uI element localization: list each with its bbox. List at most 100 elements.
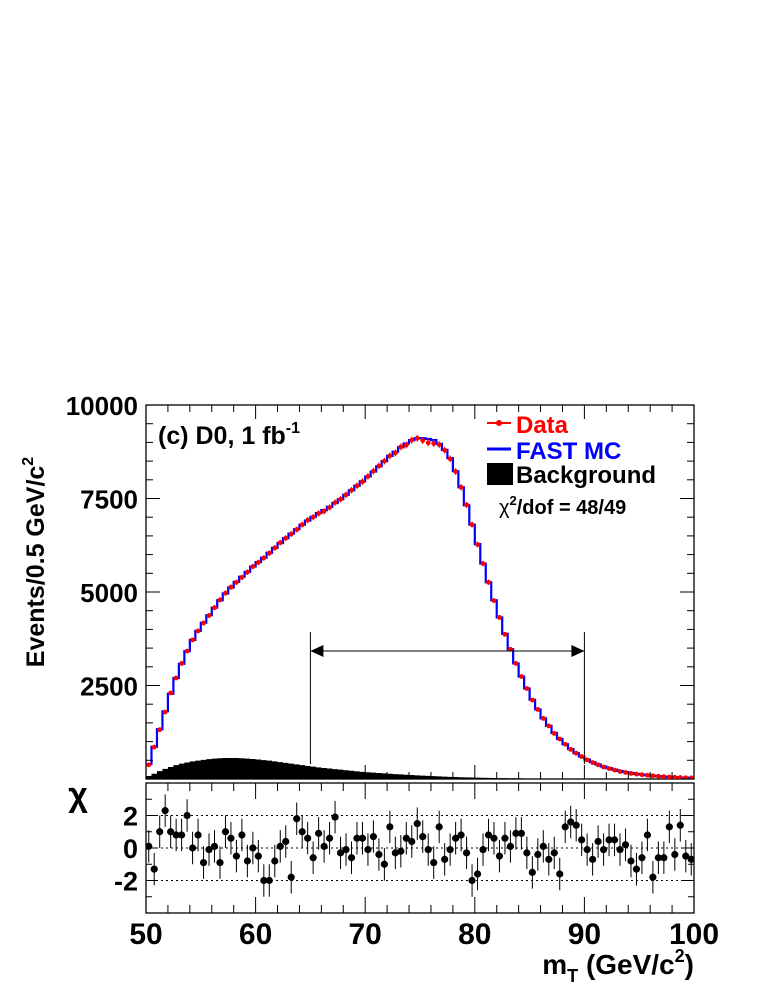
data-point <box>590 760 596 765</box>
data-point <box>338 496 343 502</box>
data-point <box>381 458 387 464</box>
residual-point <box>380 860 388 868</box>
main-y-axis: 2500 5000 7500 10000 <box>66 391 695 780</box>
residual-point <box>386 823 394 831</box>
data-point <box>371 468 376 474</box>
data-point <box>562 741 568 747</box>
residual-point <box>627 857 635 865</box>
data-point <box>398 444 404 450</box>
fit-chi-text: /dof = 48/49 <box>517 497 627 519</box>
residual-y-axis: 20-2 <box>114 782 694 914</box>
background-layer <box>146 758 694 779</box>
residual-point <box>610 836 619 844</box>
data-point <box>518 674 524 679</box>
residual-point <box>462 849 471 857</box>
data-point <box>321 508 327 514</box>
data-point <box>288 531 294 537</box>
data-point <box>442 447 448 453</box>
data-point <box>524 686 530 691</box>
residual-point <box>232 852 241 860</box>
data-point <box>436 442 442 448</box>
data-point <box>453 469 459 474</box>
data-point <box>579 754 585 759</box>
x-tick-label: 100 <box>669 918 719 951</box>
residual-point <box>490 834 498 842</box>
data-point <box>546 723 552 729</box>
residual-plot-panel: 20-2 50 60 70 80 90 100 χ mT (GeV/c2) <box>68 776 719 986</box>
residual-point <box>682 852 690 860</box>
residual-point <box>654 854 662 862</box>
data-point <box>332 500 338 506</box>
data-point <box>376 463 382 469</box>
background-histogram <box>146 758 694 779</box>
residual-point <box>353 834 361 842</box>
data-point <box>513 661 519 666</box>
data-point <box>299 522 305 528</box>
residual-point <box>391 849 399 857</box>
residual-point <box>435 823 443 831</box>
residual-point <box>599 846 608 854</box>
main-y-axis-title: Events/0.5 GeV/c2 <box>20 457 50 668</box>
residual-point <box>397 847 405 855</box>
residual-point <box>188 844 197 852</box>
legend-item-fast-mc: FAST MC <box>487 438 621 465</box>
residual-y-axis-title: χ <box>68 776 88 814</box>
data-point <box>431 441 437 446</box>
x-axis-title: mT (GeV/c2) <box>542 946 694 986</box>
data-point <box>628 770 634 776</box>
legend-item-background: Background <box>487 462 656 489</box>
residual-point <box>430 859 438 867</box>
residual-point <box>347 854 356 862</box>
data-point <box>601 764 606 770</box>
legend-item-data: Data <box>487 412 569 439</box>
main-y-tick-label: 7500 <box>80 485 138 515</box>
residual-point <box>172 831 180 839</box>
residual-point <box>424 846 432 854</box>
residual-x-axis: 50 60 70 80 90 100 <box>129 783 719 951</box>
x-tick-label: 50 <box>129 918 162 951</box>
residual-point <box>315 829 323 837</box>
data-point <box>584 757 590 763</box>
data-point <box>595 762 601 768</box>
data-point <box>343 492 349 498</box>
data-point <box>184 648 190 654</box>
fit-quality-label: χ2/dof = 48/49 <box>499 493 626 519</box>
data-point <box>683 775 689 779</box>
residual-point <box>221 828 230 836</box>
legend-mc-label: FAST MC <box>516 438 621 465</box>
x-tick-label: 90 <box>568 918 601 951</box>
residual-point <box>369 833 378 841</box>
residual-point <box>199 859 208 867</box>
data-point <box>568 747 574 752</box>
data-point <box>447 456 453 462</box>
residual-point <box>205 846 213 854</box>
residual-point <box>178 831 186 839</box>
residual-point <box>556 870 564 878</box>
residual-point <box>293 815 301 823</box>
legend-data-label: Data <box>516 412 569 439</box>
data-point <box>173 675 179 681</box>
residual-point <box>364 846 372 854</box>
residual-point <box>161 807 169 815</box>
residual-point <box>528 868 536 876</box>
data-point <box>327 505 332 510</box>
data-point <box>502 631 508 637</box>
data-point <box>349 487 354 493</box>
data-point <box>529 697 535 703</box>
data-point <box>387 453 393 459</box>
fit-chi-superscript: 2 <box>510 493 517 508</box>
data-point <box>151 744 157 750</box>
data-point <box>672 774 678 779</box>
residual-point <box>578 836 586 844</box>
residual-point <box>282 837 290 846</box>
residual-point <box>265 876 273 885</box>
residual-point <box>676 821 684 829</box>
legend-background-label: Background <box>516 462 656 489</box>
data-point <box>354 483 360 489</box>
data-point <box>475 542 480 547</box>
legend-background-swatch <box>487 463 513 485</box>
residual-point <box>156 828 164 836</box>
residual-point <box>271 857 279 865</box>
residual-point <box>243 857 251 865</box>
residual-point <box>523 849 531 857</box>
